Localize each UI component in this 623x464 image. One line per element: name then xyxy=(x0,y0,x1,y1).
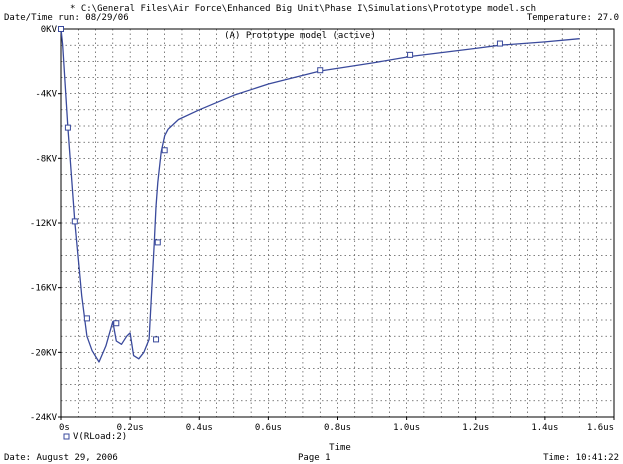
x-tick-label: 0.2us xyxy=(117,423,144,433)
legend-marker xyxy=(63,433,70,440)
y-tick-labels: 0KV -4KV -8KV -12KV -16KV -20KV -24KV xyxy=(30,25,61,423)
data-point-marker xyxy=(83,315,90,322)
footer-date: Date: August 29, 2006 xyxy=(4,453,118,463)
data-point-marker xyxy=(317,67,324,74)
x-tick-label: 1.6us xyxy=(587,423,614,433)
legend-label: V(RLoad:2) xyxy=(73,432,127,442)
schematic-path: * C:\General Files\Air Force\Enhanced Bi… xyxy=(70,4,536,14)
y-tick-label: -16KV xyxy=(30,284,58,294)
x-axis-label: Time xyxy=(329,443,351,453)
data-point-marker xyxy=(496,40,503,47)
footer-time: Time: 10:41:22 xyxy=(543,453,619,463)
chart-title: (A) Prototype model (active) xyxy=(224,31,376,41)
x-tick-label: 0s xyxy=(59,423,70,433)
data-point-marker xyxy=(71,218,78,225)
x-tick-label: 0.8us xyxy=(324,423,351,433)
footer-page: Page 1 xyxy=(298,453,331,463)
data-point-marker xyxy=(113,320,120,327)
data-point-marker xyxy=(58,26,64,32)
x-tick-labels: 0s 0.2us 0.4us 0.6us 0.8us 1.0us 1.2us 1.4us 1.6… xyxy=(59,417,615,433)
series-layer xyxy=(58,26,580,363)
data-point-marker xyxy=(161,147,168,154)
y-tick-label: -4KV xyxy=(35,90,57,100)
y-tick-label: -20KV xyxy=(30,348,58,358)
y-tick-label: -12KV xyxy=(30,219,58,229)
temperature: Temperature: 27.0 xyxy=(526,13,619,23)
data-point-marker xyxy=(64,124,71,131)
y-tick-label: 0KV xyxy=(41,25,58,35)
grid-lines xyxy=(61,29,614,417)
series-line xyxy=(60,28,580,363)
legend: V(RLoad:2) xyxy=(63,432,127,442)
x-tick-label: 1.4us xyxy=(531,423,558,433)
data-point-marker xyxy=(153,336,160,343)
y-tick-label: -24KV xyxy=(30,413,58,423)
x-tick-label: 0.6us xyxy=(255,423,282,433)
data-point-marker xyxy=(407,51,414,58)
x-tick-label: 0.4us xyxy=(186,423,213,433)
x-tick-label: 1.0us xyxy=(393,423,420,433)
data-point-marker xyxy=(154,239,161,246)
y-tick-label: -8KV xyxy=(35,154,57,164)
x-tick-label: 1.2us xyxy=(462,423,489,433)
run-date: Date/Time run: 08/29/06 xyxy=(4,13,129,23)
